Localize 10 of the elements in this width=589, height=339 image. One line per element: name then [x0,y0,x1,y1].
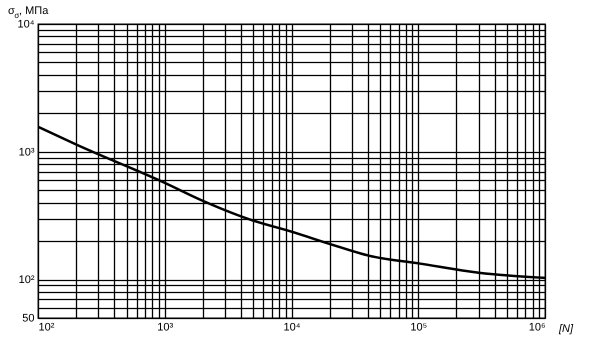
y-tick-label: 10² [18,274,35,286]
x-tick-label: 10⁵ [410,322,428,334]
x-tick-label: 10⁶ [528,322,546,334]
x-tick-label: 10³ [157,322,174,334]
x-tick-label: 10² [38,322,55,334]
y-tick-label: 10⁴ [18,18,35,30]
y-tick-label: 50 [22,312,34,324]
x-tick-label: 10⁴ [284,322,301,334]
x-axis-title: [N] [558,323,574,335]
y-tick-label: 10³ [18,146,35,158]
